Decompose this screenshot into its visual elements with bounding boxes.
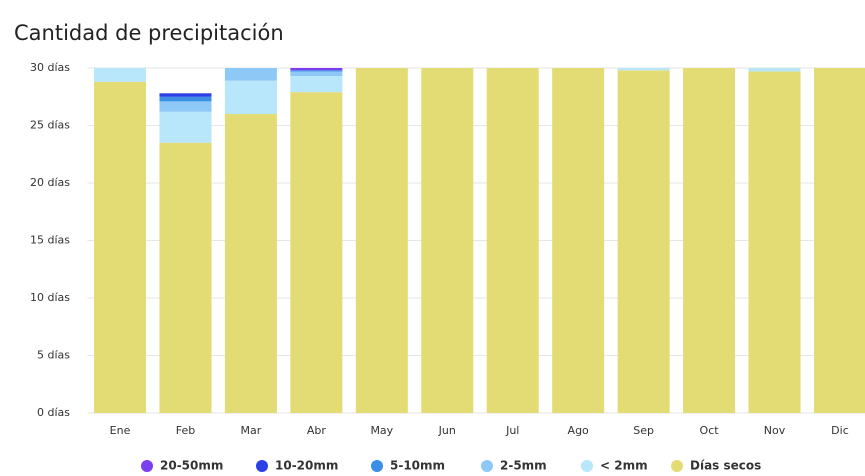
bar-segment <box>552 68 605 413</box>
bar-segment <box>617 70 670 414</box>
x-tick-label: Dic <box>831 424 849 437</box>
bar-segment <box>290 68 343 71</box>
bar-segment <box>224 68 277 81</box>
y-tick-label: 0 días <box>37 406 70 419</box>
x-tick-label: Nov <box>764 424 786 437</box>
x-tick-label: Jun <box>438 424 456 437</box>
y-tick-label: 20 días <box>30 176 70 189</box>
bar-segment <box>748 71 801 413</box>
y-tick-label: 5 días <box>37 349 70 362</box>
legend-label: 5-10mm <box>390 459 445 473</box>
y-tick-label: 25 días <box>30 119 70 132</box>
x-tick-label: Sep <box>633 424 654 437</box>
bar-segment <box>355 68 408 413</box>
bar-segment <box>290 71 343 77</box>
legend-label: < 2mm <box>600 459 648 473</box>
bar-segment <box>290 92 343 414</box>
bar-segment <box>159 142 212 413</box>
x-tick-label: Jul <box>505 424 519 437</box>
bar-segment <box>224 114 277 413</box>
chart-title: Cantidad de precipitación <box>14 21 284 45</box>
x-tick-label: Ene <box>110 424 131 437</box>
x-tick-label: Feb <box>176 424 195 437</box>
legend-marker <box>256 460 268 472</box>
legend-label: Días secos <box>690 459 761 473</box>
legend-marker <box>141 460 153 472</box>
legend-marker <box>671 460 683 472</box>
bar-segment <box>421 68 474 413</box>
bar-segment <box>224 80 277 114</box>
bar-segment <box>94 81 147 414</box>
legend-marker <box>481 460 493 472</box>
y-tick-label: 15 días <box>30 234 70 247</box>
bar-segment <box>159 93 212 97</box>
x-tick-label: Mar <box>241 424 262 437</box>
bar-segment <box>683 68 736 413</box>
bar-segment <box>159 111 212 143</box>
x-tick-label: Abr <box>307 424 327 437</box>
y-tick-label: 30 días <box>30 61 70 74</box>
bar-segment <box>94 68 147 82</box>
legend-label: 20-50mm <box>160 459 223 473</box>
bar-segment <box>159 101 212 112</box>
legend-marker <box>371 460 383 472</box>
bar-segment <box>486 68 539 413</box>
x-tick-label: Oct <box>700 424 720 437</box>
bar-segment <box>617 68 670 71</box>
bar-segment <box>290 76 343 93</box>
x-tick-label: Ago <box>568 424 590 437</box>
bar-segment <box>159 96 212 102</box>
bar-segment <box>748 68 801 72</box>
legend-marker <box>581 460 593 472</box>
x-tick-label: May <box>370 424 393 437</box>
legend-label: 2-5mm <box>500 459 547 473</box>
bar-segment <box>813 68 865 413</box>
legend-label: 10-20mm <box>275 459 338 473</box>
bar-segment <box>290 70 343 72</box>
y-tick-label: 10 días <box>30 291 70 304</box>
